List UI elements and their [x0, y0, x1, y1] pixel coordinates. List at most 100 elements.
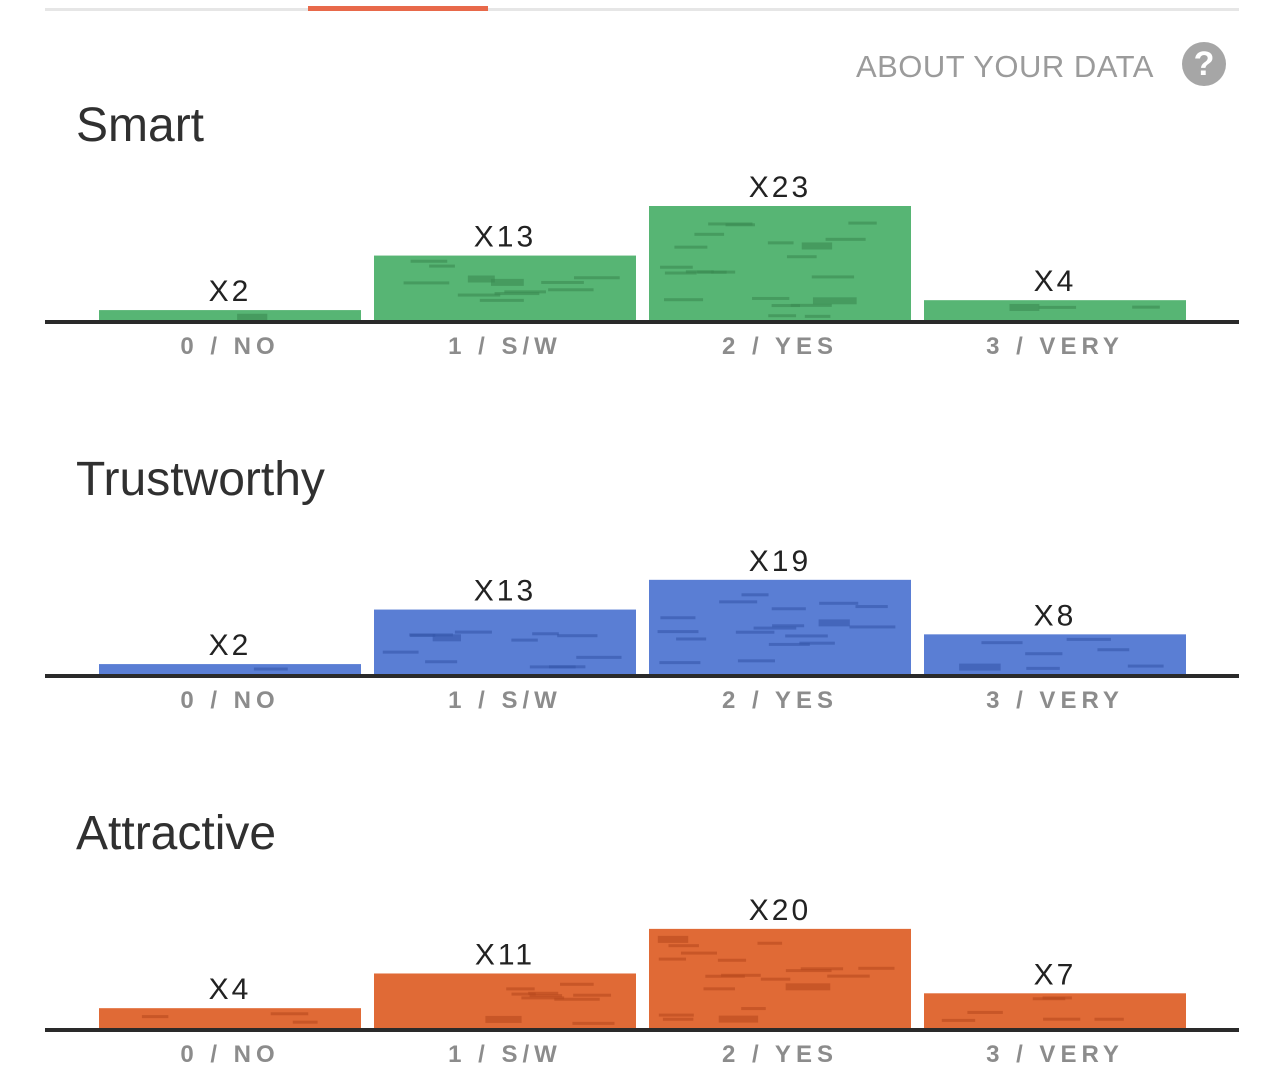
count-label-smart-0: X2 [209, 275, 252, 308]
bar-texture [532, 632, 559, 636]
bar-attractive-0 [99, 1008, 361, 1028]
tick-label-attractive-3: 3 / VERY [986, 1041, 1124, 1068]
count-label-attractive-2: X20 [749, 894, 811, 927]
bar-texture [662, 1017, 694, 1021]
bar-texture [768, 314, 797, 318]
bar-texture [981, 641, 1023, 645]
chart-title-trustworthy: Trustworthy [76, 453, 325, 506]
bar-texture [292, 1020, 318, 1024]
tick-label-attractive-1: 1 / S/W [448, 1041, 562, 1068]
bar-texture [432, 634, 461, 642]
bar-texture [410, 259, 448, 263]
active-tab-indicator [308, 6, 488, 11]
bar-texture [572, 1021, 615, 1025]
bar-texture [403, 281, 450, 285]
help-icon[interactable]: ? [1182, 42, 1226, 86]
x-axis-baseline [45, 1028, 1239, 1032]
bar-texture [680, 951, 717, 955]
chart-title-smart: Smart [76, 99, 205, 152]
bar-texture [741, 593, 769, 597]
bar-texture [494, 292, 540, 296]
bar-texture [771, 304, 800, 308]
count-label-trustworthy-1: X13 [474, 575, 536, 608]
bar-texture [785, 969, 832, 973]
chart-smart: X2 0 / NO X13 1 / S/W X23 2 / YES X4 3 / VERY [45, 171, 1239, 360]
bar-texture [504, 290, 546, 294]
bar-texture [657, 935, 689, 943]
x-axis-baseline [45, 320, 1239, 324]
chart-title-attractive: Attractive [76, 807, 277, 860]
bar-texture [967, 1010, 1003, 1014]
tick-label-trustworthy-2: 2 / YES [722, 687, 838, 714]
tick-label-attractive-0: 0 / NO [180, 1041, 279, 1068]
bar-texture [1094, 1017, 1124, 1021]
bar-texture [521, 996, 565, 1000]
bar-texture [511, 638, 538, 642]
bar-texture [560, 982, 594, 986]
bar-texture [664, 298, 704, 302]
bar-texture [548, 288, 594, 292]
bar-texture [768, 642, 810, 646]
count-label-trustworthy-3: X8 [1034, 599, 1077, 632]
bar-texture [574, 276, 620, 280]
bar-texture [674, 245, 708, 249]
bar-texture [804, 314, 831, 318]
bar-texture [425, 660, 458, 664]
bar-texture [1132, 305, 1160, 309]
bar-texture [786, 255, 817, 259]
count-label-attractive-3: X7 [1034, 958, 1077, 991]
bar-texture [1026, 666, 1060, 670]
bar-texture [819, 601, 859, 605]
top-divider [45, 8, 1239, 11]
tick-label-trustworthy-1: 1 / S/W [448, 687, 562, 714]
bar-texture [848, 221, 877, 225]
bar-trustworthy-0 [99, 664, 361, 674]
about-your-data-link[interactable]: ABOUT YOUR DATA ? [856, 40, 1240, 90]
bar-texture [771, 607, 806, 611]
bar-texture [1127, 664, 1164, 668]
bar-texture [668, 944, 699, 948]
bar-texture [825, 237, 866, 241]
bar-texture [409, 633, 453, 637]
bar-texture [664, 271, 697, 275]
bar-texture [485, 1015, 522, 1023]
bar-texture [576, 655, 622, 659]
bar-texture [719, 600, 758, 604]
count-label-smart-3: X4 [1034, 265, 1077, 298]
bar-texture [697, 270, 727, 274]
chart-trustworthy: X2 0 / NO X13 1 / S/W X19 2 / YES X8 3 / VERY [45, 545, 1239, 714]
count-label-attractive-1: X11 [475, 938, 535, 971]
bar-texture [1038, 305, 1077, 309]
x-axis-baseline [45, 674, 1239, 678]
bar-texture [752, 296, 790, 300]
bar-texture [1042, 996, 1072, 1000]
bar-texture [812, 297, 857, 305]
tick-label-smart-3: 3 / VERY [986, 333, 1124, 360]
bar-texture [676, 637, 707, 641]
bar-texture [735, 630, 775, 634]
bar-texture [959, 663, 1001, 671]
bar-texture [429, 264, 455, 268]
bar-texture [659, 661, 701, 665]
count-label-smart-2: X23 [749, 171, 811, 204]
bar-texture [800, 967, 844, 971]
about-your-data-label: ABOUT YOUR DATA [855, 49, 1154, 84]
bar-texture [573, 993, 612, 997]
bar-texture [548, 665, 586, 669]
bar-texture [790, 303, 832, 307]
bar-texture [454, 630, 492, 634]
bar-texture [753, 626, 797, 630]
bar-texture [1097, 648, 1130, 652]
bar-texture [741, 1007, 766, 1011]
tick-label-smart-0: 0 / NO [180, 333, 279, 360]
bar-texture [767, 241, 794, 245]
bar-texture [694, 232, 725, 236]
bar-texture [541, 280, 584, 284]
bar-texture [554, 997, 600, 1001]
bar-texture [757, 941, 783, 945]
bar-texture [827, 974, 870, 978]
bar-texture [467, 275, 495, 283]
bar-texture [1009, 303, 1040, 311]
bar-texture [737, 659, 776, 663]
bar-trustworthy-1 [374, 609, 636, 674]
